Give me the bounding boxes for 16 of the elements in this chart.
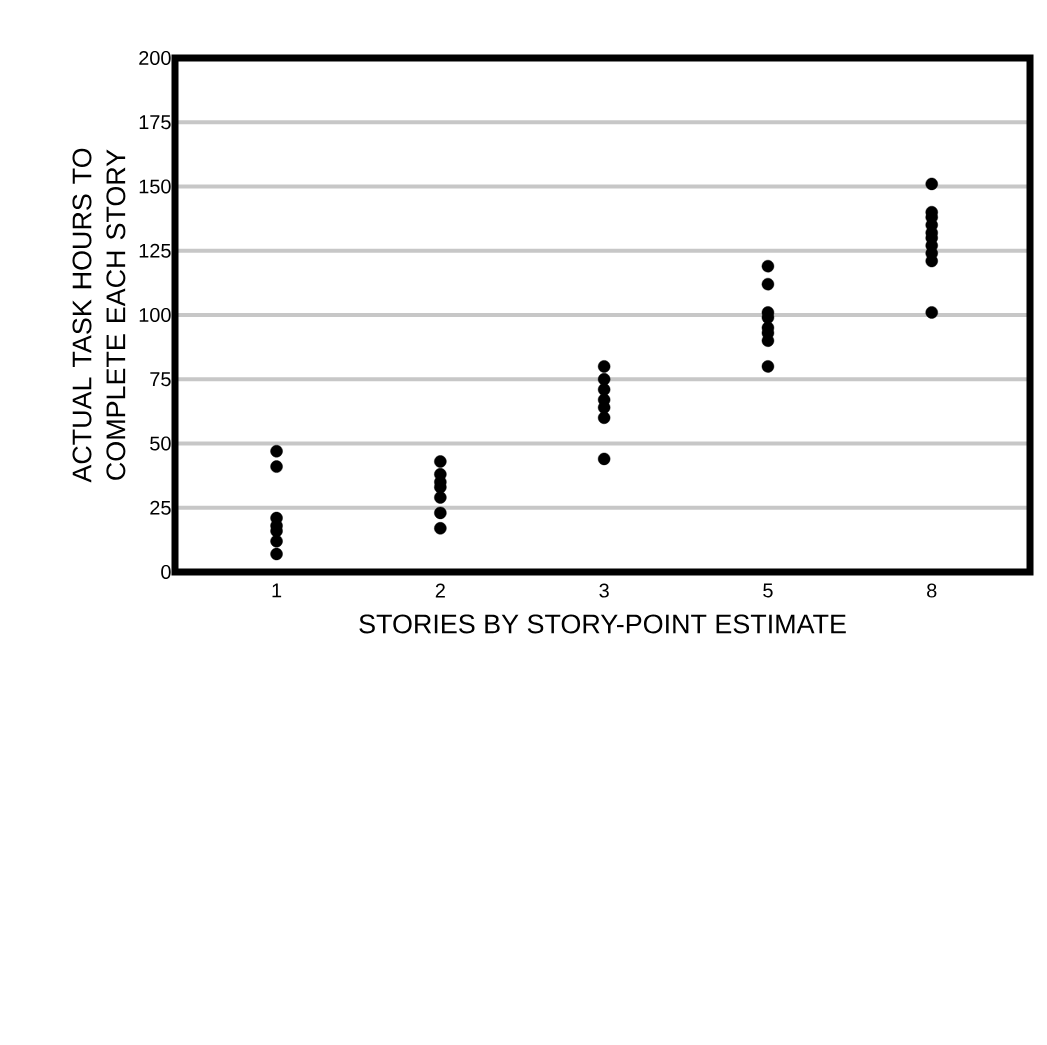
y-tick-label: 125 — [139, 243, 171, 258]
x-tick-label: 3 — [599, 583, 609, 598]
y-tick-label: 75 — [150, 372, 171, 387]
y-tick-label: 175 — [139, 115, 171, 130]
y-axis-title: ACTUAL TASK HOURS TO COMPLETE EACH STORY — [72, 148, 126, 483]
x-tick-label: 1 — [272, 583, 282, 598]
y-tick-label: 150 — [139, 179, 171, 194]
y-tick-label: 0 — [161, 564, 171, 580]
y-tick-label: 50 — [150, 436, 171, 451]
x-tick-label: 8 — [927, 583, 937, 598]
x-tick-label: 5 — [763, 583, 773, 598]
x-axis-title: STORIES BY STORY-POINT ESTIMATE — [359, 614, 846, 634]
y-tick-label: 25 — [150, 500, 171, 515]
y-tick-label: 200 — [139, 50, 171, 66]
x-tick-label: 2 — [435, 583, 445, 598]
y-tick-label: 100 — [139, 307, 171, 323]
